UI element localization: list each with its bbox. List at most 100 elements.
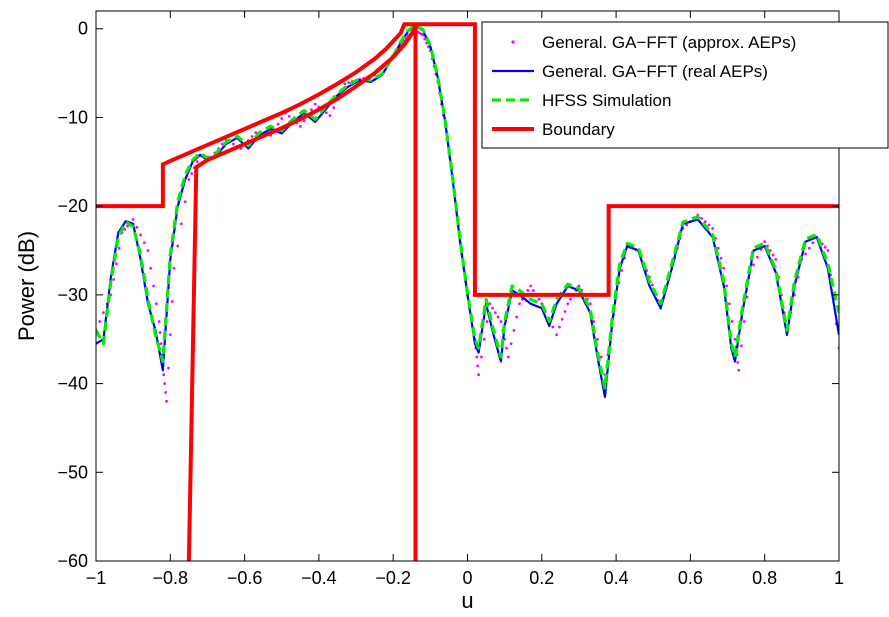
y-tick-label: −60 xyxy=(57,551,88,571)
data-point xyxy=(115,262,118,266)
data-point xyxy=(742,320,746,323)
data-point xyxy=(98,320,102,323)
data-point xyxy=(165,399,168,403)
series-layer xyxy=(96,22,839,561)
data-point xyxy=(112,277,116,281)
data-point xyxy=(512,328,516,332)
data-point xyxy=(555,333,559,337)
legend-marker xyxy=(511,40,515,44)
data-point xyxy=(537,297,541,301)
data-point xyxy=(529,284,533,288)
data-point xyxy=(551,325,555,329)
data-point xyxy=(569,297,572,301)
data-point xyxy=(476,364,480,368)
x-axis-label: u xyxy=(461,588,473,613)
x-tick-label: −0.6 xyxy=(227,568,263,588)
data-point xyxy=(499,320,503,323)
data-point xyxy=(685,223,689,227)
data-point xyxy=(131,218,135,221)
boundary-segment-2 xyxy=(186,25,418,561)
data-point xyxy=(232,142,235,146)
data-point xyxy=(711,226,715,230)
y-axis: 0 −10 −20 −30 −40 −50 −60 xyxy=(57,19,839,571)
x-tick-label: −0.8 xyxy=(153,568,189,588)
data-point xyxy=(755,255,759,259)
data-point xyxy=(287,114,291,118)
data-point xyxy=(142,241,146,245)
data-point xyxy=(700,216,703,220)
data-point xyxy=(485,320,489,323)
x-tick-label: 0.4 xyxy=(604,568,629,588)
data-point xyxy=(183,200,187,204)
data-point xyxy=(195,160,199,163)
data-point xyxy=(276,122,280,126)
data-point xyxy=(343,82,347,86)
x-tick-label: −0.4 xyxy=(301,568,337,588)
data-point xyxy=(324,111,328,115)
data-point xyxy=(826,249,830,252)
data-point xyxy=(102,311,105,315)
data-point xyxy=(332,106,336,110)
data-point xyxy=(163,382,167,385)
data-point xyxy=(158,331,162,334)
data-point xyxy=(310,108,313,112)
data-point xyxy=(180,222,183,226)
data-point xyxy=(763,240,767,244)
data-point xyxy=(719,256,723,260)
data-point xyxy=(804,252,807,256)
y-tick-label: −20 xyxy=(57,196,88,216)
data-point xyxy=(728,302,731,306)
data-point xyxy=(740,344,743,348)
y-tick-label: −40 xyxy=(57,374,88,394)
x-tick-label: 0.2 xyxy=(529,568,554,588)
plot-area xyxy=(95,10,840,562)
data-point xyxy=(164,391,168,394)
y-tick-label: 0 xyxy=(78,19,88,39)
data-point xyxy=(146,249,150,252)
data-point xyxy=(515,315,519,319)
data-point xyxy=(496,315,500,319)
data-point xyxy=(162,373,166,377)
data-point xyxy=(592,320,596,323)
data-point xyxy=(811,241,815,245)
data-point xyxy=(170,300,174,303)
data-point xyxy=(563,310,567,313)
x-axis: −1 −0.8 −0.6 −0.4 −0.2 0 0.2 0.4 0.6 0.8 1 xyxy=(86,11,844,588)
data-point xyxy=(328,114,332,118)
y-tick-label: −10 xyxy=(57,107,88,127)
x-tick-label: 0.6 xyxy=(678,568,703,588)
data-point xyxy=(707,223,711,227)
data-point xyxy=(509,342,513,346)
data-point xyxy=(737,368,741,372)
data-point xyxy=(149,266,153,270)
data-point xyxy=(650,283,654,287)
data-point xyxy=(159,342,163,346)
data-point xyxy=(774,257,778,261)
data-point xyxy=(152,284,155,288)
data-point xyxy=(313,102,317,106)
data-point xyxy=(532,289,535,292)
x-tick-label: 0.8 xyxy=(752,568,777,588)
y-axis-label: Power (dB) xyxy=(14,231,39,341)
data-point xyxy=(154,302,158,306)
data-point xyxy=(168,333,172,337)
legend-label: General. GA−FFT (approx. AEPs) xyxy=(542,33,796,52)
data-point xyxy=(250,135,254,138)
data-point xyxy=(736,361,740,364)
data-point xyxy=(135,225,139,229)
legend-label: General. GA−FFT (real AEPs) xyxy=(542,62,768,81)
data-point xyxy=(475,355,479,359)
legend-label: HFSS Simulation xyxy=(542,91,671,110)
data-point xyxy=(807,246,811,250)
data-point xyxy=(482,337,486,341)
data-point xyxy=(771,253,775,257)
data-point xyxy=(280,117,284,120)
data-point xyxy=(722,266,726,270)
data-point xyxy=(139,233,142,237)
legend-box xyxy=(481,21,889,149)
data-point xyxy=(752,263,755,267)
data-point xyxy=(493,311,497,315)
data-point xyxy=(187,178,191,181)
data-point xyxy=(620,269,624,272)
